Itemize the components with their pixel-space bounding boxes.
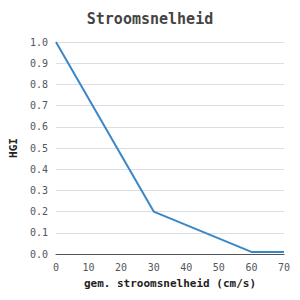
- svg-text:0.9: 0.9: [30, 58, 48, 69]
- svg-text:0.0: 0.0: [30, 249, 48, 260]
- svg-text:0.5: 0.5: [30, 143, 48, 154]
- svg-text:0.7: 0.7: [30, 100, 48, 111]
- svg-text:30: 30: [148, 262, 160, 273]
- svg-text:0.6: 0.6: [30, 121, 48, 132]
- svg-text:60: 60: [245, 262, 257, 273]
- svg-text:70: 70: [278, 262, 290, 273]
- svg-text:0.8: 0.8: [30, 79, 48, 90]
- svg-text:Stroomsnelheid: Stroomsnelheid: [87, 10, 213, 28]
- svg-text:40: 40: [180, 262, 192, 273]
- svg-text:10: 10: [83, 262, 95, 273]
- svg-text:1.0: 1.0: [30, 37, 48, 48]
- svg-text:0: 0: [53, 262, 59, 273]
- svg-text:50: 50: [213, 262, 225, 273]
- svg-text:0.2: 0.2: [30, 206, 48, 217]
- svg-text:20: 20: [115, 262, 127, 273]
- svg-text:gem. stroomsnelheid (cm/s): gem. stroomsnelheid (cm/s): [84, 277, 256, 290]
- svg-text:0.3: 0.3: [30, 185, 48, 196]
- svg-text:0.1: 0.1: [30, 227, 48, 238]
- svg-text:HGI: HGI: [7, 138, 20, 158]
- svg-text:0.4: 0.4: [30, 164, 48, 175]
